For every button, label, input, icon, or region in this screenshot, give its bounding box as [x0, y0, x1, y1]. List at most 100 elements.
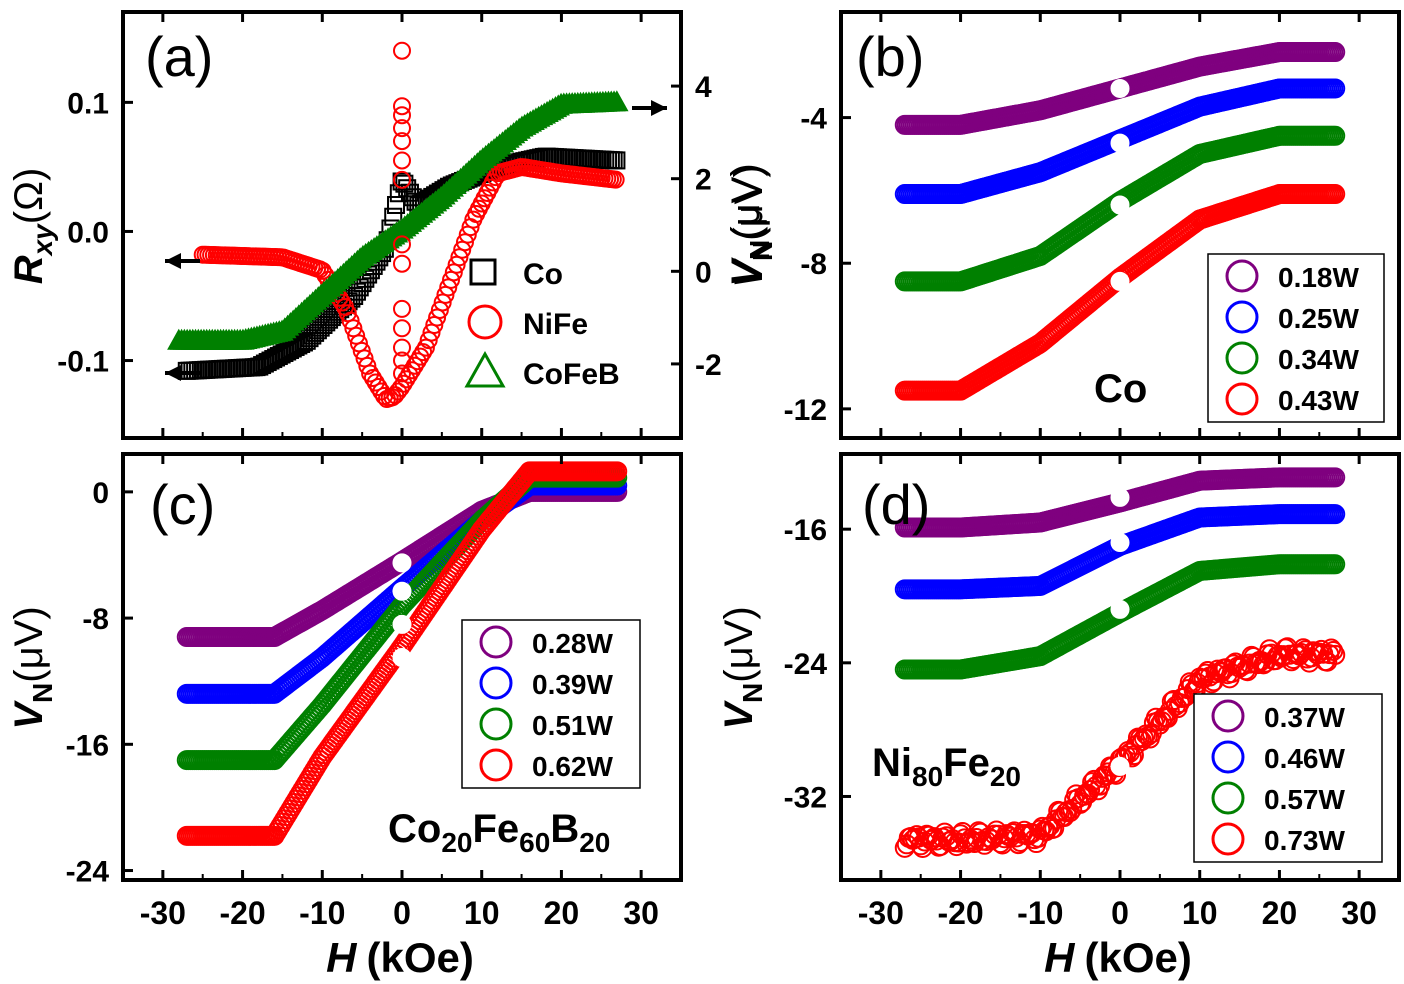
xtick-label-d-3: 0 — [1111, 895, 1129, 931]
xlabel-right: H (kOe) — [1044, 934, 1192, 981]
ylabel-a-right: VN(μV) — [724, 163, 775, 286]
ylabel-d: VN(μV) — [717, 606, 768, 729]
legend-b-label-2: 0.34W — [1278, 344, 1359, 375]
point-nife-spike-2 — [393, 106, 411, 125]
ylabel-c-sub: N — [27, 683, 58, 703]
axis-arrowhead-1 — [165, 365, 181, 381]
ylabel-c-main: V — [7, 700, 51, 730]
y2tick-label-a-1: 0 — [695, 256, 712, 289]
legend-d-label-0: 0.37W — [1264, 702, 1345, 733]
series-d-0.46W — [894, 504, 1346, 600]
legend-c-label-0: 0.28W — [532, 628, 613, 659]
point-nife-spike-11 — [393, 338, 411, 357]
ytick-label-c-1: -8 — [82, 603, 109, 636]
legend-c-marker-0 — [479, 625, 513, 659]
panel-d-annotation: Ni80Fe20 — [872, 741, 1021, 792]
point-b — [1325, 42, 1346, 63]
legend-a-marker-nife — [467, 304, 503, 340]
legend-b-marker-3 — [1225, 382, 1259, 416]
point-d — [1325, 554, 1346, 575]
white-marker-c-1 — [392, 581, 412, 601]
point-nife — [361, 364, 380, 383]
point-nife — [414, 343, 433, 362]
panel-c-annotation-fe: Fe — [472, 807, 519, 851]
legend-d-marker-0 — [1211, 699, 1245, 733]
xtick-label-c-0: -30 — [140, 895, 186, 931]
point-nife — [402, 361, 421, 380]
point-b — [1325, 125, 1346, 146]
ylabel-a-right-unit: (μV) — [724, 163, 768, 239]
point-nife-spike-3 — [393, 119, 411, 138]
axis-arrowhead-0 — [165, 253, 181, 269]
series-a-NiFe — [193, 158, 625, 409]
panel-b-annotation: Co — [1094, 367, 1147, 411]
xtick-label-c-6: 30 — [623, 895, 659, 931]
y2tick-label-a-0: -2 — [695, 349, 722, 382]
legend-d-marker-1 — [1211, 740, 1245, 774]
panel-d-label: (d) — [862, 473, 930, 536]
panel-c-annotation-sub1: 20 — [441, 827, 472, 858]
point-nife — [411, 347, 430, 366]
legend-c-label-3: 0.62W — [532, 751, 613, 782]
ytick-label-a-1: 0.0 — [67, 216, 109, 249]
xtick-label-d-6: 30 — [1341, 895, 1377, 931]
ytick-label-d-2: -32 — [784, 781, 827, 814]
series-d-0.37W — [894, 467, 1346, 538]
point-cofeb — [605, 90, 629, 112]
point-nife-spike-8 — [393, 254, 411, 273]
xtick-label-c-1: -20 — [219, 895, 265, 931]
point-nife-spike-1 — [393, 97, 411, 116]
xtick-label-c-4: 10 — [464, 895, 500, 931]
legend-a-marker-cofeb — [464, 350, 506, 388]
legend-b-label-0: 0.18W — [1278, 262, 1359, 293]
ytick-label-b-0: -4 — [800, 103, 827, 136]
ylabel-a-right-main: V — [724, 257, 768, 287]
legend-a-label-2: CoFeB — [523, 358, 620, 391]
white-marker-c-3 — [392, 648, 412, 668]
xlabel-right-main: H — [1044, 934, 1076, 981]
white-marker-b-1 — [1110, 133, 1130, 153]
y2tick-label-a-3: 4 — [695, 71, 712, 104]
legend-a-label-1: NiFe — [523, 308, 588, 341]
axis-arrowhead-2 — [651, 100, 667, 116]
point-nife-spike-12 — [393, 351, 411, 370]
ylabel-a-sub: xy — [27, 223, 58, 258]
ytick-label-c-3: -24 — [66, 856, 110, 889]
point-nife-spike-4 — [393, 132, 411, 151]
legend-d-label-1: 0.46W — [1264, 743, 1345, 774]
panel-d-annotation-sub1: 80 — [912, 761, 943, 792]
point-d — [1325, 504, 1346, 525]
panel-d-annotation-sub2: 20 — [990, 761, 1021, 792]
ylabel-d-sub: N — [737, 683, 768, 703]
panel-d-annotation-fe: Fe — [943, 741, 990, 785]
legend-b-label-1: 0.25W — [1278, 303, 1359, 334]
panel-c-annotation-b: B — [550, 807, 579, 851]
white-marker-b-0 — [1110, 78, 1130, 98]
xtick-label-c-3: 0 — [393, 895, 411, 931]
ytick-label-b-1: -8 — [800, 248, 827, 281]
point-d — [1137, 726, 1158, 747]
point-d — [1325, 467, 1346, 488]
xtick-label-d-4: 10 — [1182, 895, 1218, 931]
xtick-label-d-5: 20 — [1262, 895, 1298, 931]
point-nife — [400, 365, 419, 384]
ylabel-b: VN(μV) — [727, 164, 778, 287]
legend-c-label-1: 0.39W — [532, 669, 613, 700]
ytick-label-d-0: -16 — [784, 514, 827, 547]
ylabel-a-right-sub: N — [744, 240, 775, 260]
series-b-0.18W — [894, 42, 1346, 135]
ytick-label-a-2: 0.1 — [67, 87, 109, 120]
legend-box-b — [1207, 253, 1385, 423]
legend-c-label-2: 0.51W — [532, 710, 613, 741]
xlabel-left-unit: (kOe) — [366, 934, 473, 981]
legend-b-marker-0 — [1225, 259, 1259, 293]
xtick-label-c-5: 20 — [544, 895, 580, 931]
white-marker-d-2 — [1110, 599, 1130, 619]
point-co — [607, 151, 626, 170]
ylabel-a-main: R — [7, 255, 51, 284]
ytick-label-c-2: -16 — [66, 729, 109, 762]
point-b — [1325, 184, 1346, 205]
ytick-label-d-1: -24 — [784, 648, 828, 681]
panel-d-annotation-ni: Ni — [872, 741, 912, 785]
panel-b-label: (b) — [856, 25, 924, 88]
